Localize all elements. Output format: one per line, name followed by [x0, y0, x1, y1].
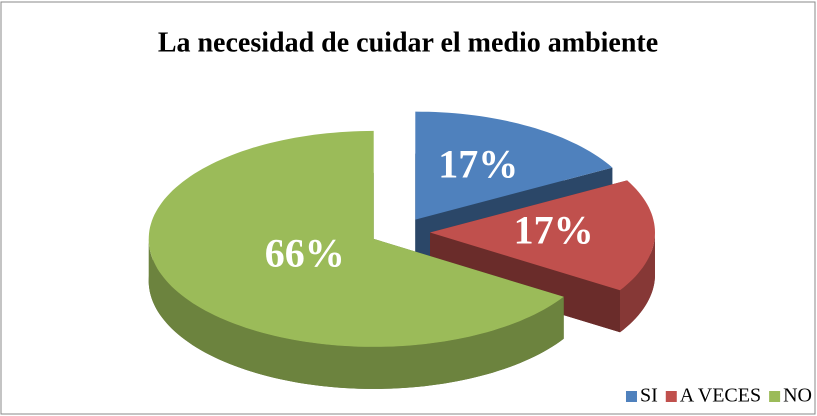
legend-swatch	[769, 391, 781, 402]
slice	[415, 111, 613, 220]
pie: 17% 17% 66%	[148, 111, 655, 389]
legend: SI A VECES NO	[625, 385, 812, 407]
slice-side	[430, 232, 620, 333]
slice	[430, 180, 655, 291]
slice-wall	[620, 232, 655, 333]
data-label: 17%	[514, 207, 594, 252]
chart-title: La necesidad de cuidar el medio ambiente	[158, 27, 658, 58]
data-label: 66%	[265, 230, 345, 275]
legend-swatch	[625, 391, 637, 402]
slice-wall	[148, 238, 564, 389]
legend-swatch	[665, 391, 677, 402]
legend-label: A VECES	[680, 385, 761, 407]
slice	[148, 130, 564, 347]
legend-label: NO	[783, 385, 812, 407]
legend-label: SI	[640, 385, 658, 407]
data-label: 17%	[438, 142, 518, 187]
